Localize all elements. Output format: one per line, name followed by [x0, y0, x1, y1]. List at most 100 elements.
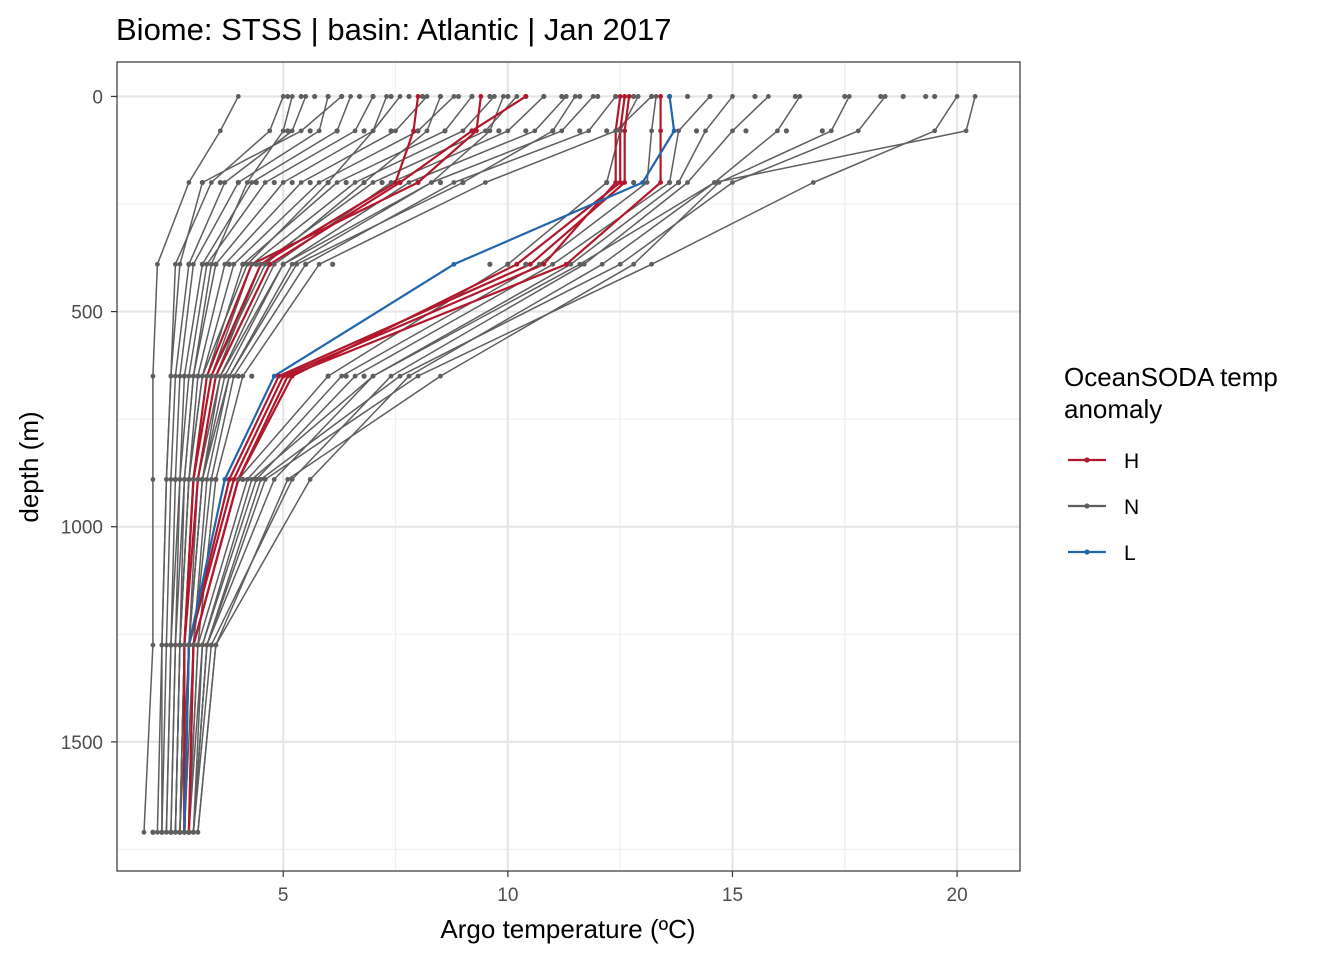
series-line-n	[197, 95, 801, 833]
series-point-n	[204, 477, 210, 482]
series-line-n	[192, 95, 769, 833]
series-point-n	[370, 180, 376, 185]
series-point-h	[658, 180, 663, 185]
series-point-n	[712, 180, 717, 185]
series-point-n	[352, 180, 358, 185]
data-point	[388, 93, 394, 100]
series-point-h	[415, 180, 421, 185]
series-point-n	[240, 373, 246, 379]
series-point-n	[882, 94, 888, 99]
series-point-n	[186, 477, 192, 482]
series-point-n	[267, 128, 273, 134]
series-point-n	[716, 180, 722, 185]
series-point-n	[617, 261, 623, 267]
series-point-n	[316, 261, 322, 267]
series-point-n	[164, 642, 169, 648]
series-point-n	[298, 180, 304, 185]
series-point-n	[424, 128, 430, 134]
data-point	[150, 829, 156, 835]
series-point-n	[177, 477, 183, 482]
data-point	[235, 373, 241, 379]
series-point-n	[249, 180, 255, 185]
series-point-n	[954, 94, 960, 99]
series-point-n	[280, 261, 286, 267]
series-point-n	[208, 373, 214, 379]
series-point-n	[550, 261, 556, 267]
series-point-n	[451, 94, 457, 99]
series-point-n	[213, 477, 219, 482]
series-point-n	[173, 477, 178, 482]
series-point-h	[474, 128, 479, 134]
series-point-n	[797, 94, 803, 99]
data-point	[226, 261, 232, 267]
legend-label: H	[1124, 450, 1139, 473]
series-point-n	[599, 261, 605, 267]
data-points	[141, 93, 978, 835]
chart-title: Biome: STSS | basin: Atlantic | Jan 2017	[116, 12, 671, 47]
series-point-n	[339, 94, 345, 99]
data-point	[437, 179, 444, 186]
series-point-h	[415, 94, 421, 99]
series-point-n	[676, 180, 681, 185]
series-point-n	[262, 477, 268, 482]
series-point-n	[730, 180, 735, 185]
series-point-n	[649, 128, 655, 134]
series-point-n	[285, 477, 291, 482]
series-point-n	[262, 180, 268, 185]
data-point	[631, 179, 637, 186]
series-point-n	[482, 180, 488, 185]
series-line-n	[192, 95, 734, 833]
series-point-n	[649, 94, 655, 99]
x-tick-label: 5	[278, 885, 289, 906]
series-point-n	[222, 373, 228, 379]
series-point-n	[388, 180, 394, 185]
series-point-n	[173, 373, 178, 379]
series-point-n	[235, 94, 241, 99]
series-point-n	[181, 373, 187, 379]
series-point-n	[532, 128, 538, 134]
series-point-n	[208, 477, 214, 482]
series-point-l	[222, 477, 228, 482]
series-point-n	[159, 829, 165, 835]
legend-label: N	[1124, 496, 1139, 519]
series-point-n	[370, 128, 376, 134]
series-point-n	[339, 373, 345, 379]
y-axis-title: depth (m)	[14, 411, 44, 522]
series-point-n	[334, 180, 340, 185]
series-point-n	[208, 642, 214, 648]
series-line-n	[174, 96, 293, 833]
series-point-h	[626, 94, 632, 99]
data-point	[496, 128, 502, 134]
series-point-n	[397, 94, 403, 99]
data-point	[406, 93, 412, 100]
data-point	[388, 128, 394, 134]
data-point	[783, 128, 789, 134]
legend-entries: HNL	[1068, 450, 1139, 565]
series-point-h	[622, 94, 628, 99]
series-point-h	[231, 477, 237, 482]
series-point-n	[231, 261, 237, 267]
series-point-n	[177, 261, 183, 267]
series-point-l	[271, 373, 277, 379]
series-point-n	[406, 180, 412, 185]
legend-title-line: anomaly	[1064, 394, 1162, 424]
series-point-n	[177, 829, 183, 835]
series-point-n	[352, 373, 358, 379]
series-point-n	[932, 128, 938, 134]
series-point-n	[240, 261, 246, 267]
series-point-n	[303, 261, 309, 267]
data-point	[577, 93, 583, 100]
series-point-n	[186, 642, 192, 648]
series-line-n	[183, 95, 576, 833]
series-point-n	[190, 642, 196, 648]
series-point-n	[303, 94, 309, 99]
series-point-n	[213, 642, 219, 648]
series-point-n	[181, 642, 187, 648]
series-point-n	[442, 128, 448, 134]
data-point	[307, 179, 313, 186]
series-line-h	[187, 96, 662, 833]
series-point-n	[258, 261, 264, 267]
series-point-n	[963, 128, 969, 134]
series-point-n	[186, 261, 192, 267]
